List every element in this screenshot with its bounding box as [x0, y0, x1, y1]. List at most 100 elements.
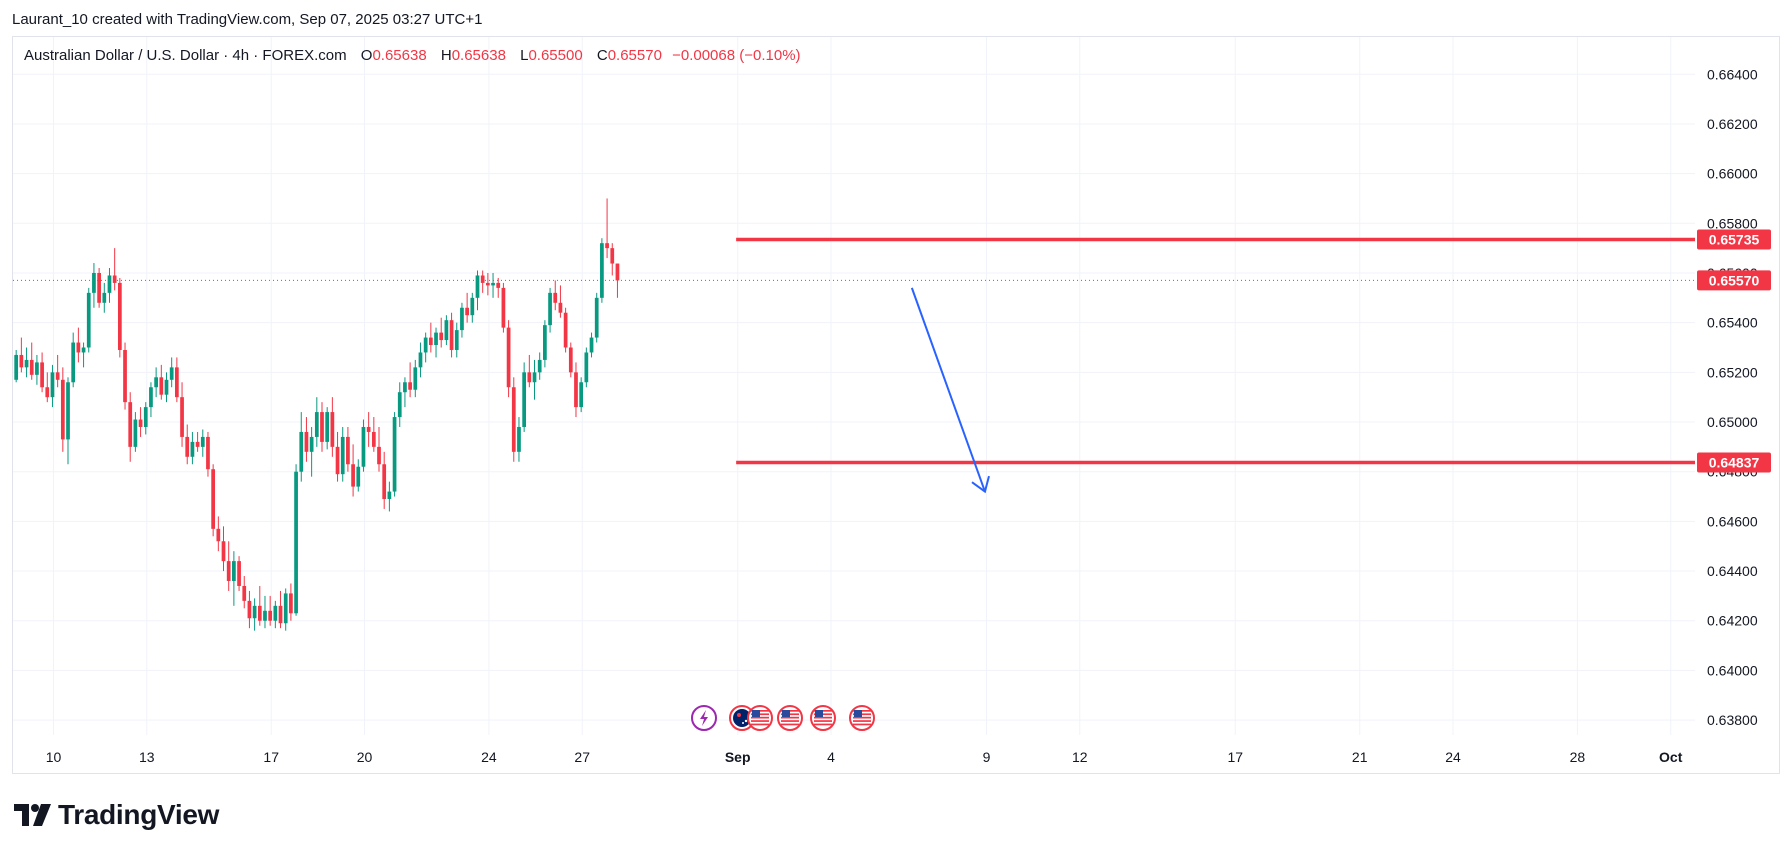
y-tick-label: 0.65400: [1707, 315, 1758, 331]
candle-body: [92, 272, 96, 293]
candle-body: [19, 354, 24, 368]
candle-body: [356, 466, 361, 487]
candle-body: [180, 397, 184, 437]
candle: [180, 382, 184, 447]
candle-body: [45, 387, 50, 398]
candle: [418, 342, 423, 378]
candle-body: [563, 312, 568, 348]
flag-stripe: [751, 716, 769, 719]
x-tick-label: 13: [139, 749, 155, 765]
candle: [185, 424, 190, 465]
candle: [211, 464, 216, 537]
candle-body: [117, 282, 122, 350]
candle-body: [325, 412, 330, 442]
candle: [154, 367, 158, 398]
candle: [309, 426, 314, 477]
candle-body: [361, 426, 366, 467]
candle-body: [242, 585, 247, 601]
candle: [289, 583, 293, 621]
low-value: 0.65500: [528, 47, 583, 64]
candle-body: [449, 320, 454, 350]
lightning-icon[interactable]: [691, 705, 717, 731]
flag-australia-icon[interactable]: [729, 705, 755, 731]
candle-body: [382, 464, 387, 500]
candle-body: [216, 528, 221, 542]
candle-body: [195, 441, 200, 447]
candle: [19, 337, 24, 373]
candle: [164, 372, 169, 403]
candle-body: [149, 387, 153, 408]
candle-body: [517, 426, 521, 452]
candle-body: [543, 325, 547, 360]
flag-us-icon[interactable]: [849, 705, 875, 731]
candle-body: [418, 352, 423, 368]
x-tick-label: 24: [1445, 749, 1461, 765]
candle-body: [330, 412, 335, 447]
candle: [465, 292, 469, 323]
candle: [123, 342, 127, 410]
candle: [102, 282, 107, 313]
candle-body: [423, 337, 428, 353]
candle: [558, 285, 563, 318]
candle: [480, 270, 485, 293]
candle-body: [413, 367, 418, 390]
candle: [511, 377, 516, 462]
candle-body: [501, 287, 506, 328]
candle: [470, 292, 475, 323]
candle-body: [283, 593, 288, 624]
candle: [149, 382, 153, 418]
low-label: L: [520, 47, 529, 64]
candle: [273, 600, 278, 629]
candle-body: [377, 446, 381, 465]
candle-body: [392, 417, 397, 492]
candle-body: [143, 407, 148, 427]
tradingview-logo[interactable]: TradingView: [14, 799, 219, 830]
candle: [340, 426, 345, 482]
candle-body: [60, 379, 65, 440]
candle: [66, 377, 70, 465]
price-chart[interactable]: 0.664000.662000.660000.658000.656000.654…: [0, 0, 1791, 800]
open-value: 0.65638: [372, 47, 427, 64]
candle-body: [511, 387, 516, 452]
candle-body: [273, 605, 278, 621]
candle: [423, 332, 428, 363]
candle-body: [610, 248, 615, 264]
y-tick-label: 0.64200: [1707, 613, 1758, 629]
candle-body: [428, 337, 433, 346]
candle-body: [232, 561, 236, 581]
grid: [13, 37, 1695, 735]
candle: [92, 263, 96, 308]
flag-us-icon[interactable]: [810, 705, 836, 731]
candle: [610, 243, 615, 276]
y-tick-label: 0.65000: [1707, 414, 1758, 430]
candle: [387, 481, 392, 512]
candle-body: [304, 431, 309, 452]
chart-credit: Laurant_10 created with TradingView.com,…: [12, 11, 483, 28]
candle: [190, 431, 195, 465]
x-tick-label: Oct: [1659, 749, 1683, 765]
y-tick-label: 0.66000: [1707, 166, 1758, 182]
candle-body: [257, 605, 262, 621]
y-tick-label: 0.65800: [1707, 215, 1758, 231]
candle: [506, 320, 511, 398]
y-tick-label: 0.66400: [1707, 66, 1758, 82]
candle-body: [200, 436, 205, 447]
candle: [543, 320, 547, 368]
candle-body: [568, 347, 573, 373]
candle: [496, 277, 501, 298]
candle: [397, 382, 402, 427]
flag-us-icon[interactable]: [747, 705, 773, 731]
candle-body: [66, 382, 70, 440]
candle-body: [164, 379, 169, 395]
flag-us-icon[interactable]: [777, 705, 803, 731]
x-tick-label: 27: [574, 749, 590, 765]
candle: [200, 429, 205, 457]
candle-body: [289, 593, 293, 614]
flag-canton: [815, 710, 823, 717]
candle: [143, 402, 148, 435]
candle: [174, 357, 179, 403]
candle: [537, 352, 542, 380]
candle: [517, 417, 521, 462]
candle-body: [268, 610, 273, 621]
economic-events[interactable]: [691, 705, 875, 731]
